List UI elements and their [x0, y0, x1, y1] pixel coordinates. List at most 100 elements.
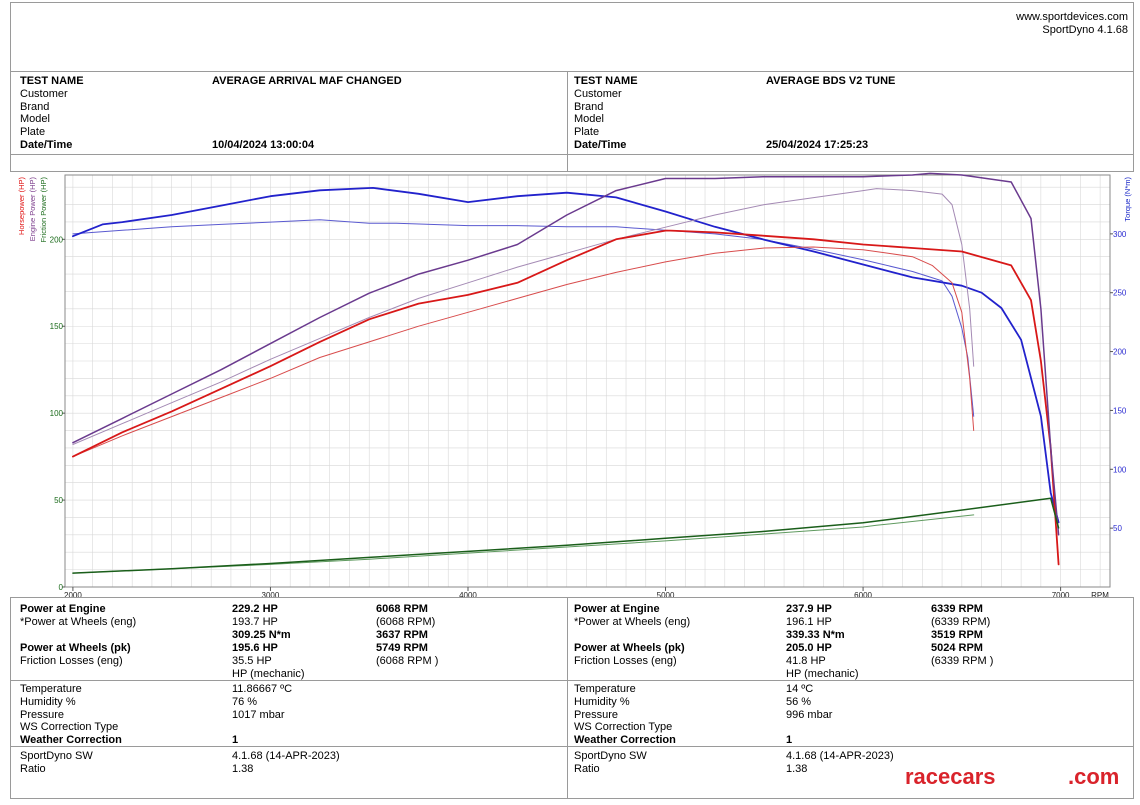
sw-label: SportDyno SW [574, 750, 647, 762]
datetime-value: 10/04/2024 13:00:04 [212, 139, 315, 151]
test-name-label: TEST NAME [574, 75, 638, 87]
humidity-value: 76 % [232, 696, 258, 708]
friction-rpm: (6339 RPM ) [931, 655, 994, 667]
x-tick-label: 3000 [262, 591, 280, 597]
brand-label: Brand [574, 101, 604, 113]
divider [10, 71, 1134, 72]
weather-correction-label: Weather Correction [20, 734, 122, 746]
temperature-value: 14 ºC [786, 683, 814, 695]
y-axis-label-right: Torque (N*m) [1123, 176, 1132, 221]
customer-label: Customer [574, 88, 622, 100]
ws-correction-label: WS Correction Type [20, 721, 119, 733]
model-label: Model [574, 113, 604, 125]
sw-label: SportDyno SW [20, 750, 93, 762]
y-tick-label-right: 50 [1113, 524, 1122, 533]
x-tick-label: 4000 [459, 591, 477, 597]
series-line-1 [72, 219, 975, 417]
ratio-label: Ratio [574, 763, 600, 775]
y-tick-label-right: 150 [1113, 406, 1127, 415]
ratio-value: 1.38 [232, 763, 254, 775]
x-tick-label: 6000 [854, 591, 872, 597]
datetime-label: Date/Time [574, 139, 627, 151]
brand-label: Brand [20, 101, 50, 113]
torque-value: 309.25 N*m [232, 629, 291, 641]
temperature-value: 11.86667 ºC [232, 683, 293, 695]
weather-correction-value: 1 [786, 734, 793, 746]
racecars-logo: racecars [905, 764, 996, 790]
y-tick-label-right: 300 [1113, 230, 1127, 239]
power-wheels-pk-rpm: 5749 RPM [376, 642, 428, 654]
ratio-value: 1.38 [786, 763, 808, 775]
hp-mechanic: HP (mechanic) [786, 668, 859, 680]
sw-value: 4.1.68 (14-APR-2023) [232, 750, 340, 762]
plate-label: Plate [574, 126, 600, 138]
datetime-value: 25/04/2024 17:25:23 [766, 139, 869, 151]
humidity-label: Humidity % [574, 696, 630, 708]
logo-text: racecars [905, 764, 996, 789]
pressure-label: Pressure [20, 709, 65, 721]
x-tick-label: 7000 [1052, 591, 1070, 597]
hp-mechanic: HP (mechanic) [232, 668, 305, 680]
pressure-value: 1017 mbar [232, 709, 285, 721]
series-line-3 [72, 246, 975, 458]
axes: 2000 3000 4000 5000 6000 7000 RPM 0 50 100 150 200 5… [17, 176, 1132, 597]
divider [567, 71, 568, 171]
weather-correction-label: Weather Correction [574, 734, 676, 746]
power-engine-hp: 229.2 HP [232, 603, 278, 615]
friction-rpm: (6068 RPM ) [376, 655, 439, 667]
plot-area [64, 174, 1111, 588]
sw-value: 4.1.68 (14-APR-2023) [786, 750, 894, 762]
power-wheels-pk-label: Power at Wheels (pk) [20, 642, 131, 654]
power-wheels-eng-label: *Power at Wheels (eng) [574, 616, 691, 628]
humidity-label: Humidity % [20, 696, 76, 708]
report-header: www.sportdevices.com SportDyno 4.1.68 [1016, 11, 1128, 37]
x-axis-label: RPM [1091, 591, 1109, 597]
test-name-value: AVERAGE ARRIVAL MAF CHANGED [212, 75, 402, 87]
test-name-label: TEST NAME [20, 75, 84, 87]
y-tick-label-left: 100 [50, 409, 64, 418]
datetime-label: Date/Time [20, 139, 73, 151]
test-name-value: AVERAGE BDS V2 TUNE [766, 75, 896, 87]
model-label: Model [20, 113, 50, 125]
y-tick-label-left: 50 [54, 496, 63, 505]
grid [65, 175, 1110, 587]
series-line-8 [72, 497, 1060, 574]
y-axis-label-left: Friction Power (HP) [39, 177, 48, 243]
friction-hp: 41.8 HP [786, 655, 826, 667]
torque-value: 339.33 N*m [786, 629, 845, 641]
series-line-4 [72, 188, 975, 445]
pressure-value: 996 mbar [786, 709, 833, 721]
friction-label: Friction Losses (eng) [574, 655, 677, 667]
divider [567, 597, 568, 799]
y-tick-label-right: 100 [1113, 465, 1127, 474]
power-engine-hp: 237.9 HP [786, 603, 832, 615]
temperature-label: Temperature [20, 683, 82, 695]
x-tick-label: 5000 [657, 591, 675, 597]
power-engine-rpm: 6068 RPM [376, 603, 428, 615]
racecars-logo-suffix: .com [1068, 764, 1119, 790]
customer-label: Customer [20, 88, 68, 100]
y-axis-label-left: Engine Power (HP) [28, 177, 37, 242]
friction-hp: 35.5 HP [232, 655, 272, 667]
divider [10, 154, 1134, 155]
ws-correction-label: WS Correction Type [574, 721, 673, 733]
power-engine-rpm: 6339 RPM [931, 603, 983, 615]
y-axis-label-left: Horsepower (HP) [17, 177, 26, 235]
dyno-chart: 2000 3000 4000 5000 6000 7000 RPM 0 50 100 150 200 5… [10, 172, 1134, 597]
y-tick-label-right: 250 [1113, 289, 1127, 298]
friction-label: Friction Losses (eng) [20, 655, 123, 667]
series-line-5 [72, 229, 1060, 566]
logo-text: .com [1068, 764, 1120, 789]
torque-rpm: 3637 RPM [376, 629, 428, 641]
power-wheels-pk-hp: 195.6 HP [232, 642, 278, 654]
series [72, 172, 1060, 574]
torque-rpm: 3519 RPM [931, 629, 983, 641]
weather-correction-value: 1 [232, 734, 239, 746]
divider [10, 597, 1134, 598]
power-wheels-eng-rpm: (6068 RPM) [376, 616, 436, 628]
software-version: SportDyno 4.1.68 [1042, 24, 1128, 36]
chart-background [10, 172, 1134, 597]
x-tick-label: 2000 [64, 591, 82, 597]
website-text: www.sportdevices.com [1016, 11, 1128, 23]
y-tick-label-left: 0 [59, 583, 64, 592]
